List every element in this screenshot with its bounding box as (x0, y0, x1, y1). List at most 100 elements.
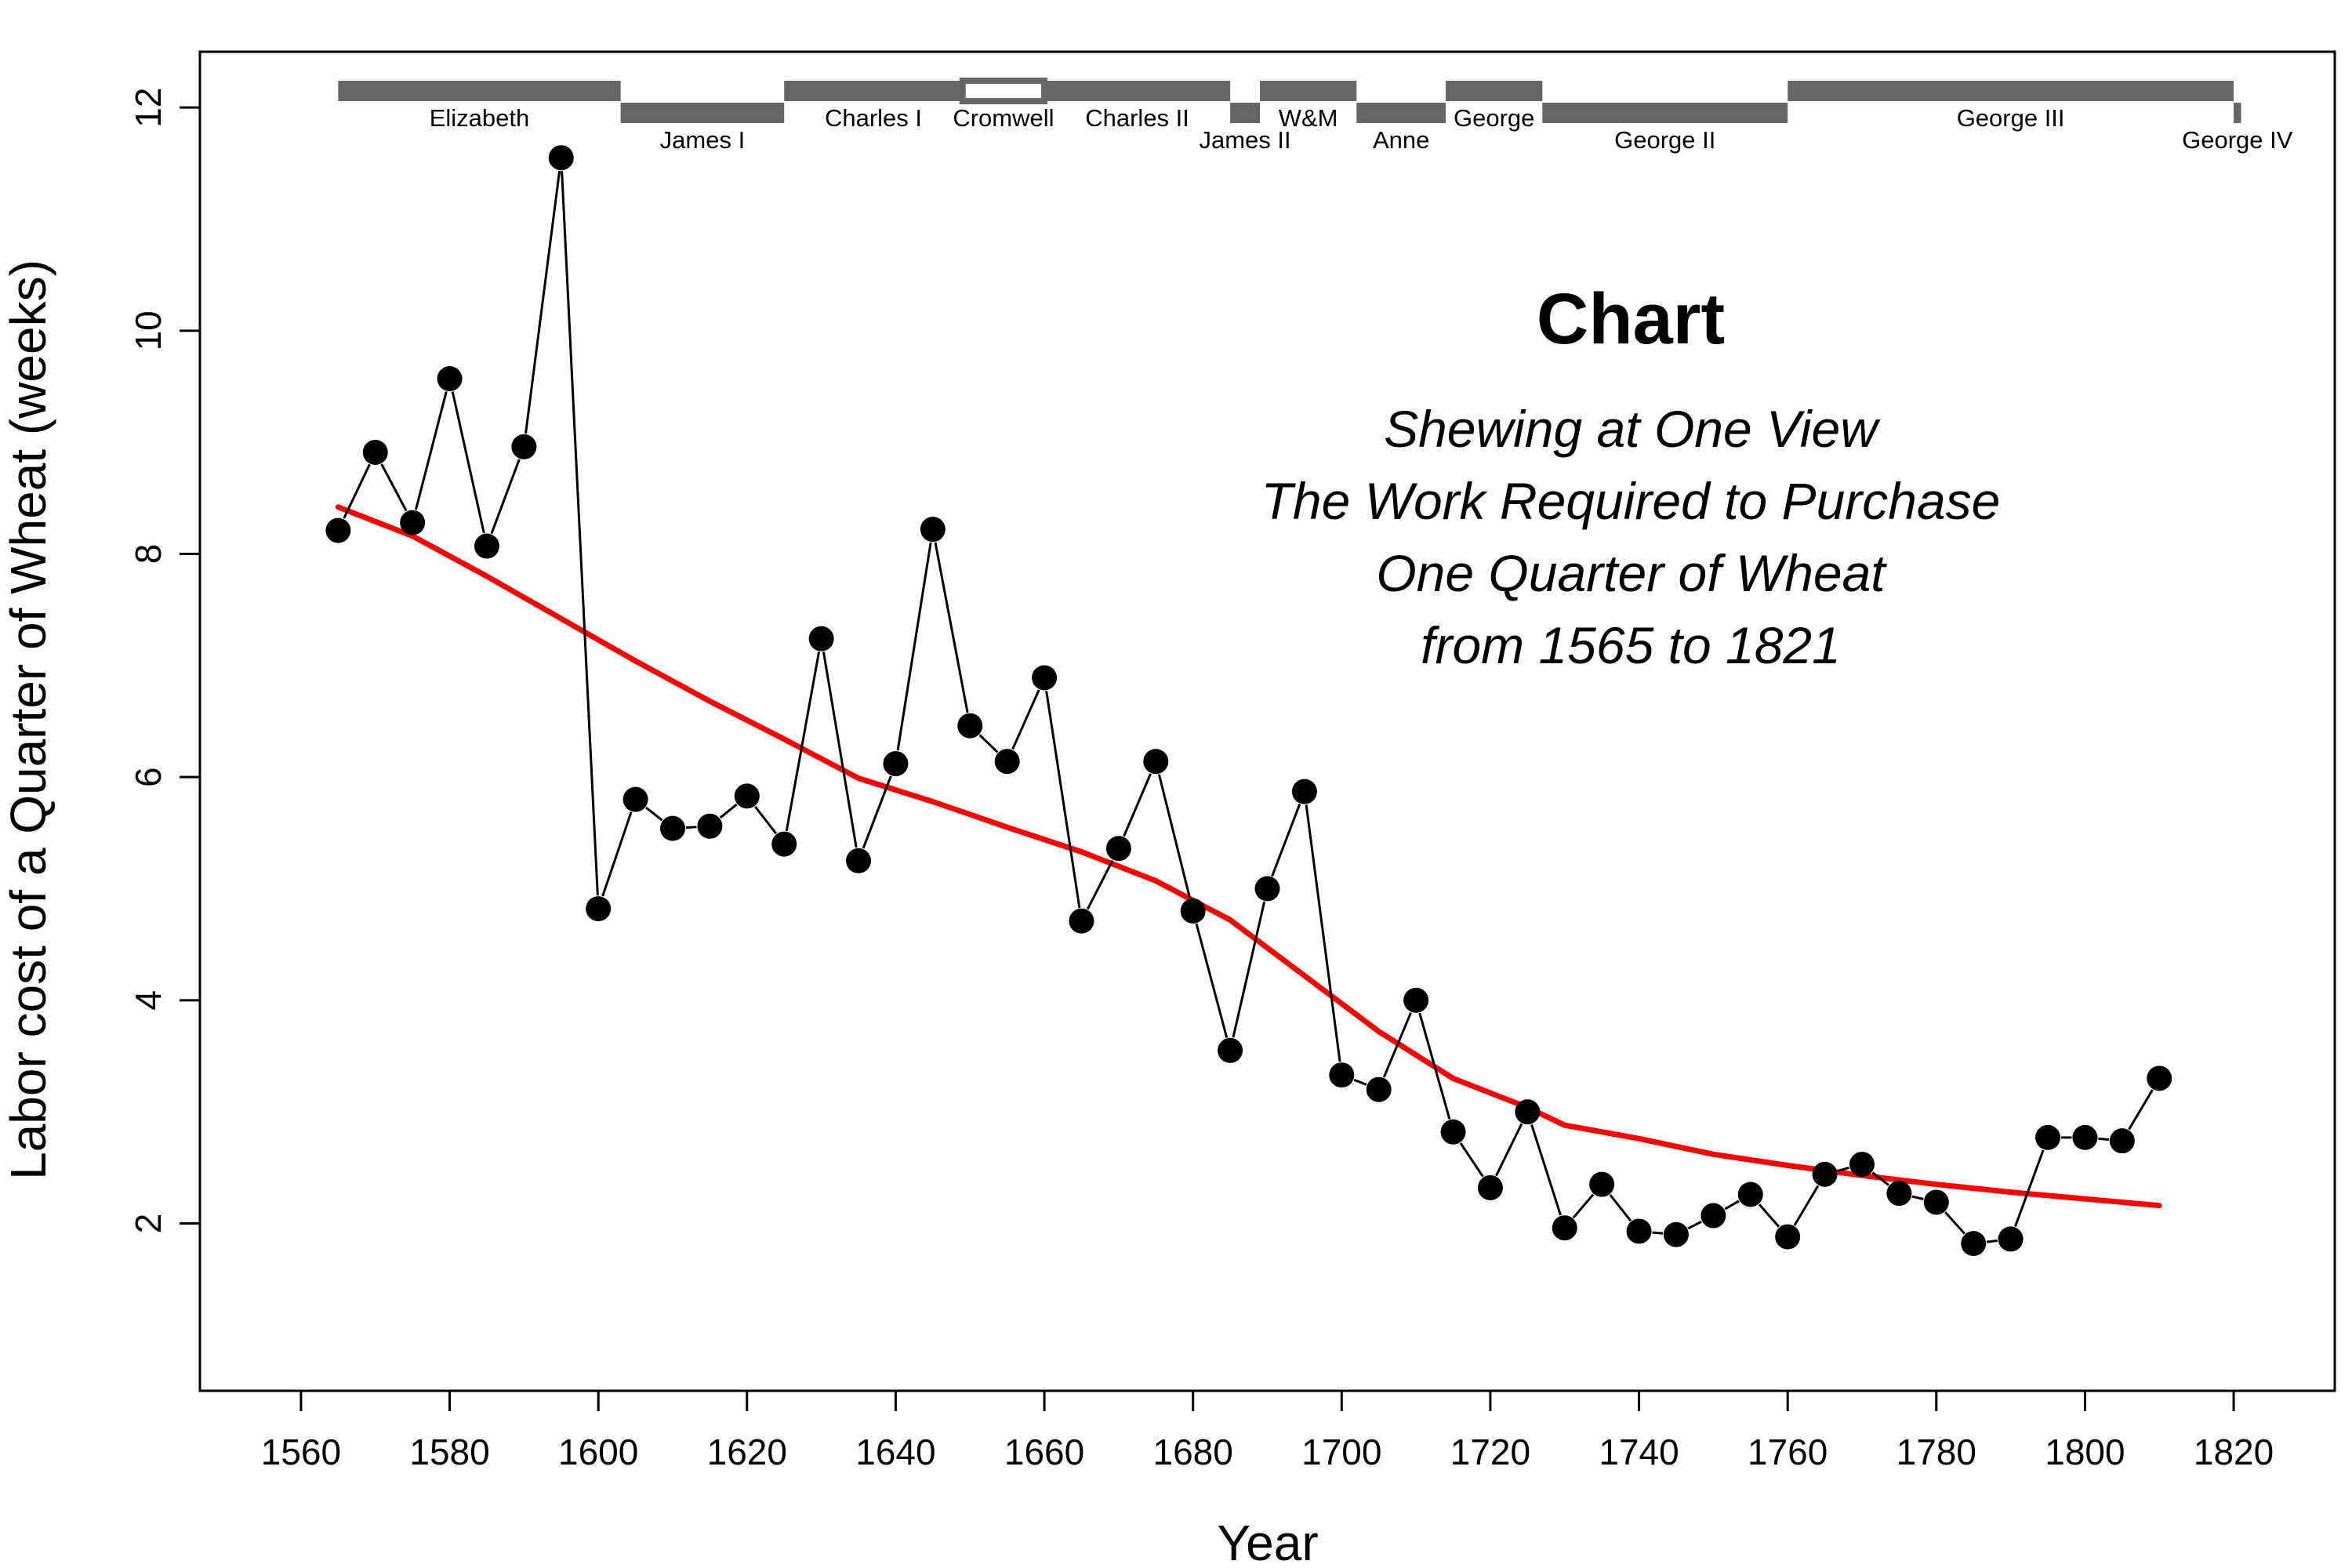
data-point (1700, 1203, 1726, 1229)
series-segment (1305, 804, 1341, 1062)
x-tick-label: 1620 (707, 1432, 787, 1472)
reign-label: James II (1199, 126, 1290, 154)
x-tick-label: 1600 (558, 1432, 638, 1472)
x-tick-label: 1720 (1450, 1432, 1530, 1472)
data-point (1366, 1076, 1392, 1102)
x-tick-label: 1820 (2194, 1432, 2274, 1472)
data-point (920, 517, 946, 543)
series-segment (862, 775, 892, 849)
series-segment (1724, 1200, 1740, 1210)
series-segment (1871, 1171, 1889, 1186)
data-point (1923, 1189, 1949, 1215)
data-point (1663, 1221, 1689, 1247)
x-tick-label: 1760 (1748, 1432, 1828, 1472)
data-point (660, 815, 686, 841)
reign-bar (620, 103, 785, 123)
x-tick-label: 1680 (1153, 1432, 1233, 1472)
series-segment (1793, 1185, 1820, 1226)
series-segment (1495, 1123, 1523, 1177)
series-segment (1687, 1220, 1702, 1230)
y-tick-label: 8 (128, 544, 169, 564)
reigns-timeline: Elizabeth James I Charles I Cromwell Charles… (338, 78, 2293, 154)
data-point (1180, 898, 1206, 924)
reign-bar (338, 81, 621, 101)
data-point (771, 831, 797, 857)
data-point (734, 783, 760, 809)
data-point (1849, 1152, 1875, 1178)
series-segment (822, 652, 858, 848)
series-segment (380, 463, 408, 512)
series-segment (1271, 804, 1301, 877)
data-point (808, 626, 834, 652)
reign-label: Charles I (825, 104, 922, 132)
reign-label: James I (660, 126, 746, 154)
trend-line-layer (335, 504, 2162, 1209)
data-point (697, 813, 723, 839)
data-point (1998, 1226, 2024, 1252)
reign-bar (1542, 103, 1788, 123)
series-segment (1086, 859, 1114, 910)
data-point (1143, 749, 1169, 775)
data-point (586, 896, 612, 922)
annotation-line-4: from 1565 to 1821 (1421, 616, 1841, 674)
series-segment (1418, 1012, 1451, 1120)
series-segment (1572, 1193, 1595, 1219)
data-point (1737, 1181, 1763, 1207)
data-point (1775, 1224, 1801, 1250)
data-series-layer (325, 145, 2172, 1257)
data-point (1069, 908, 1094, 934)
chart-annotation: Chart Shewing at One View The Work Requi… (1261, 279, 2001, 674)
data-point (1403, 987, 1429, 1013)
reign-bar (784, 81, 963, 101)
data-point (1254, 876, 1280, 902)
series-segment (2128, 1089, 2154, 1131)
series-segment (1459, 1142, 1484, 1178)
y-tick-label: 2 (128, 1214, 169, 1234)
series-segment (1045, 691, 1081, 909)
series-segment (1530, 1123, 1562, 1216)
data-point (883, 751, 909, 777)
series-segment (561, 171, 599, 896)
data-point (400, 510, 426, 535)
data-point (2035, 1124, 2061, 1150)
data-point (846, 848, 872, 873)
series-segment (1944, 1211, 1965, 1235)
series-segment (1758, 1203, 1780, 1228)
series-segment (451, 391, 485, 534)
data-point (362, 439, 388, 465)
series-segment (754, 805, 777, 835)
axes: 1560 1580 1600 1620 1640 1660 1680 1700 1720 1740… (128, 50, 2336, 1472)
reign-bar (1356, 103, 1446, 123)
reign-label: Charles II (1085, 104, 1189, 132)
series-segment (2014, 1149, 2045, 1227)
series-segment (1986, 1239, 1998, 1243)
series-segment (685, 826, 697, 829)
reign-label: Cromwell (953, 104, 1054, 132)
annotation-line-1: Shewing at One View (1384, 400, 1881, 458)
data-point (994, 749, 1020, 775)
reign-label: George II (1614, 126, 1715, 154)
series-segment (1837, 1167, 1849, 1172)
data-point (1812, 1161, 1838, 1187)
data-point (1886, 1181, 1912, 1207)
series-segment (1157, 774, 1192, 898)
series-segment (934, 542, 969, 713)
reign-bar (959, 78, 1048, 104)
reign-bar (1044, 81, 1231, 101)
data-point (2109, 1128, 2135, 1154)
series-segment (1609, 1194, 1632, 1222)
series-segment (1353, 1078, 1367, 1086)
y-tick-label: 10 (128, 310, 169, 350)
series-segment (343, 463, 371, 519)
reign-bar (1230, 103, 1261, 123)
data-point (1291, 779, 1317, 804)
reign-label: Elizabeth (430, 104, 530, 132)
reign-bar (1788, 81, 2234, 101)
reign-label: George (1454, 104, 1534, 132)
series-segment (490, 459, 521, 535)
series-segment (645, 806, 663, 822)
data-point (1515, 1099, 1541, 1125)
x-tick-label: 1640 (855, 1432, 935, 1472)
data-point (957, 713, 983, 739)
